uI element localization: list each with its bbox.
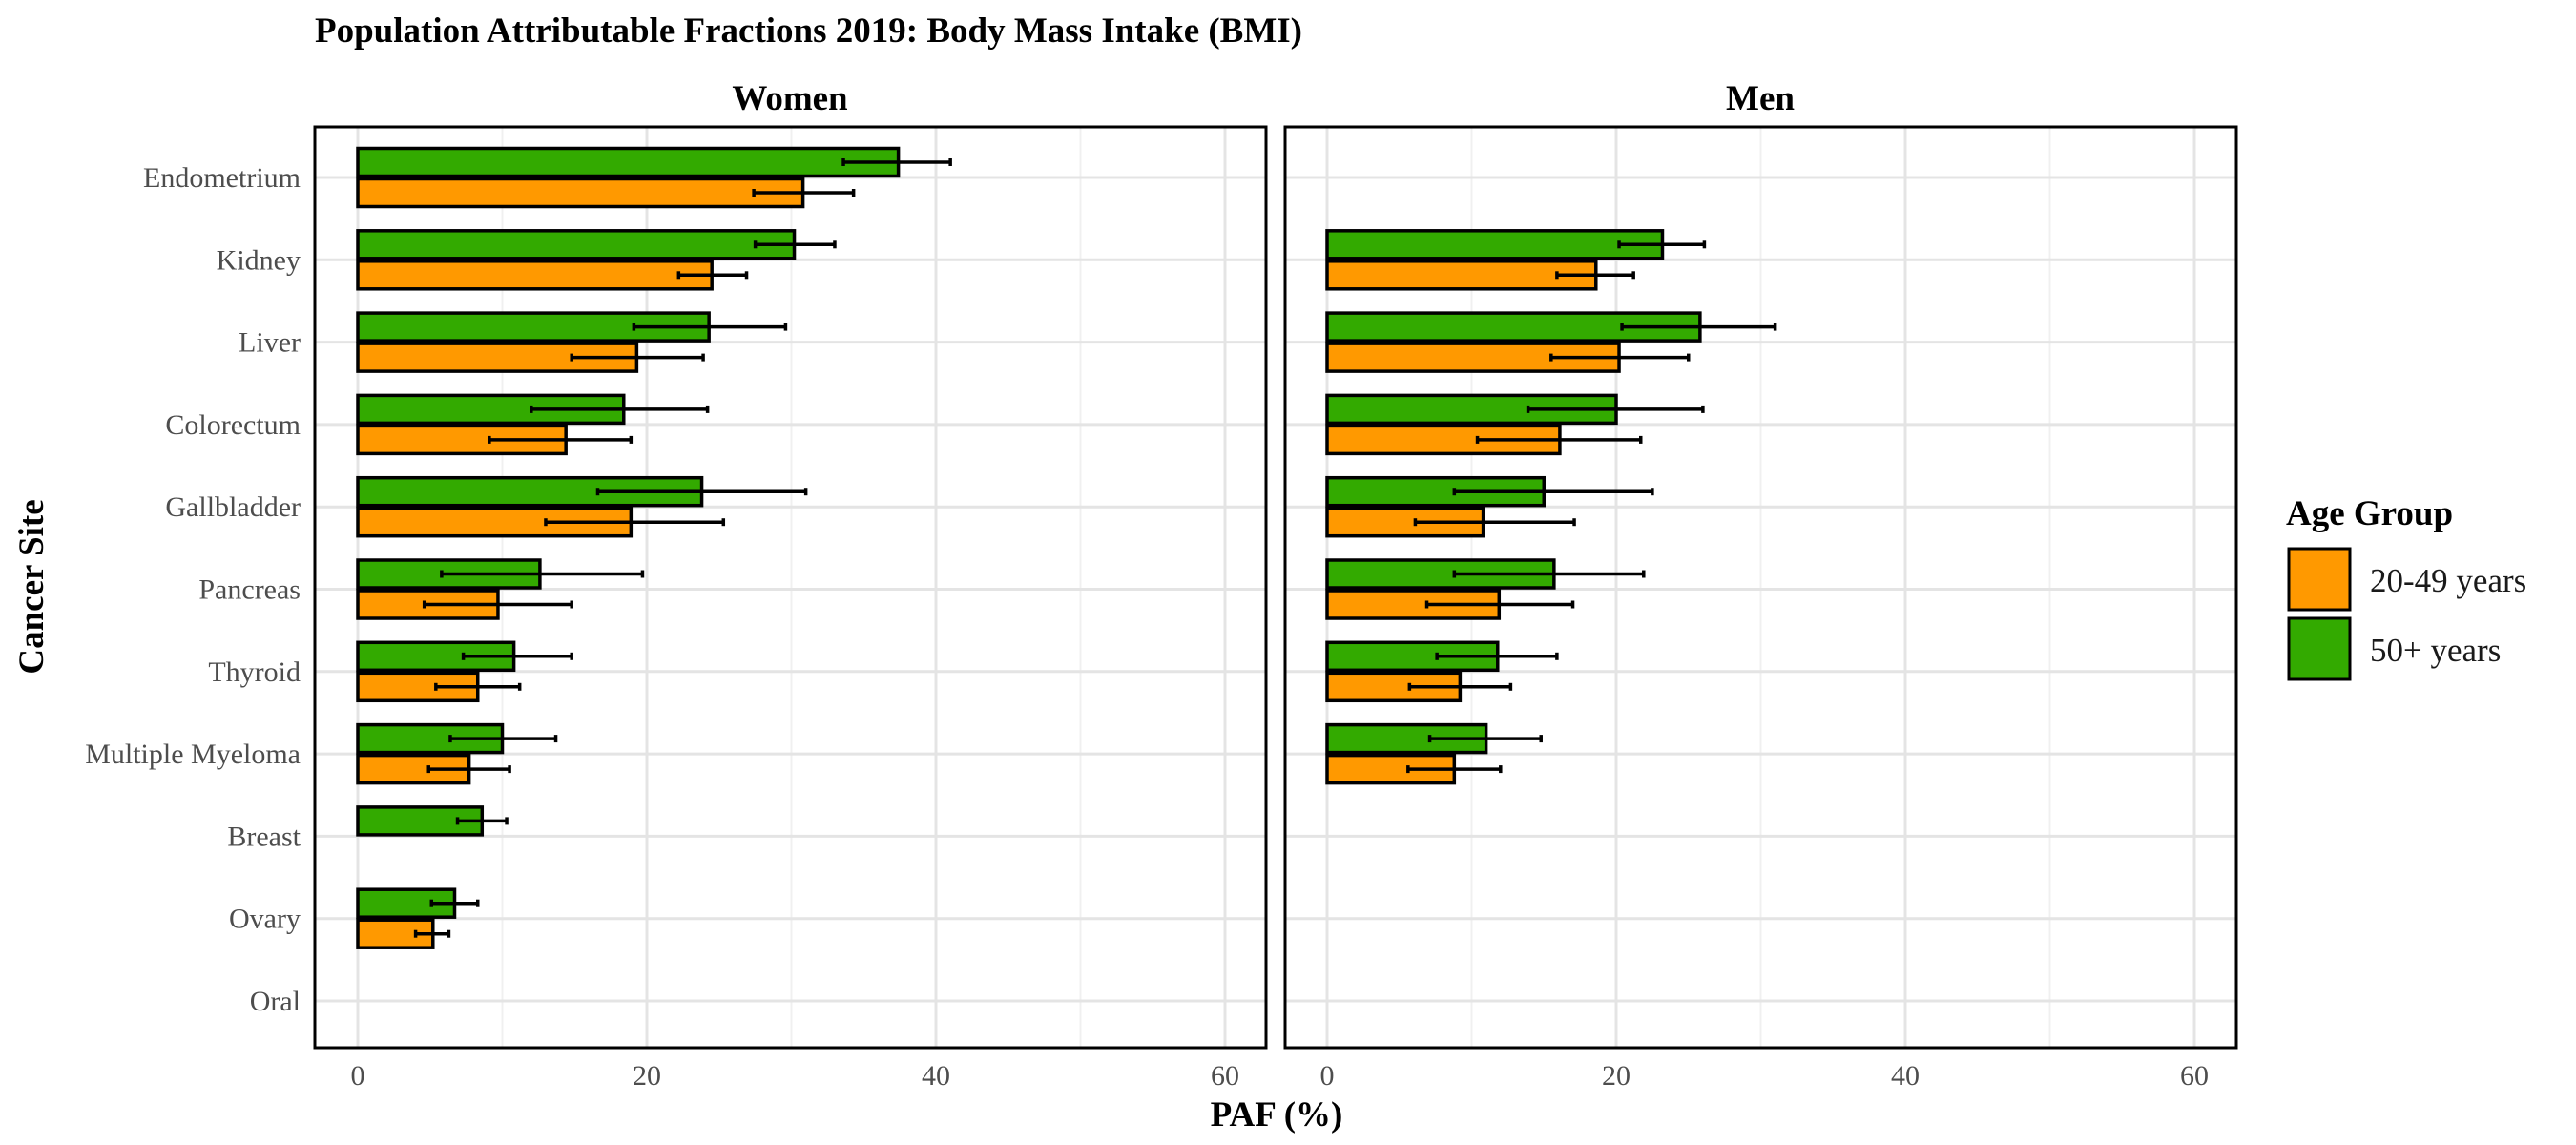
- legend-title: Age Group: [2286, 494, 2453, 533]
- error-bar-multiple-myeloma-20-49-years: [1406, 765, 1503, 774]
- x-axis-label: PAF (%): [1211, 1095, 1343, 1135]
- bar-ovary-20-49-years: [356, 918, 435, 949]
- error-bar-breast-50-years: [455, 817, 509, 825]
- x-tick-label: 40: [922, 1060, 950, 1092]
- x-tick-label: 0: [351, 1060, 365, 1092]
- strip-label-men: Men: [1726, 79, 1795, 118]
- error-bar-thyroid-50-years: [1435, 652, 1559, 660]
- x-tick-label: 20: [1602, 1060, 1631, 1092]
- error-bar-multiple-myeloma-50-years: [1427, 735, 1543, 743]
- error-bar-pancreas-50-years: [440, 570, 645, 578]
- bar-kidney-50-years: [356, 229, 797, 260]
- error-bar-gallbladder-50-years: [595, 488, 808, 496]
- error-bar-colorectum-20-49-years: [1475, 435, 1643, 444]
- bar-endometrium-20-49-years: [356, 177, 805, 209]
- y-tick-label-breast: Breast: [227, 821, 301, 852]
- error-bar-gallbladder-50-years: [1452, 488, 1654, 496]
- y-tick-label-pancreas: Pancreas: [198, 574, 301, 606]
- error-bar-liver-20-49-years: [570, 353, 705, 362]
- error-bar-colorectum-50-years: [1526, 405, 1705, 413]
- y-tick-label-ovary: Ovary: [229, 904, 301, 935]
- error-bar-pancreas-20-49-years: [1424, 600, 1575, 609]
- y-tick-label-colorectum: Colorectum: [165, 409, 301, 441]
- bar-thyroid-20-49-years: [356, 671, 480, 703]
- bar-ovary-50-years: [356, 887, 457, 919]
- y-axis-label: Cancer Site: [12, 499, 52, 674]
- error-bar-multiple-myeloma-50-years: [448, 735, 558, 743]
- error-bar-liver-50-years: [632, 323, 788, 331]
- x-tick-label: 60: [1211, 1060, 1239, 1092]
- error-bar-endometrium-50-years: [841, 158, 952, 166]
- error-bar-pancreas-20-49-years: [422, 600, 573, 609]
- y-tick-label-oral: Oral: [250, 986, 301, 1017]
- bar-kidney-20-49-years: [356, 260, 714, 291]
- error-bar-colorectum-20-49-years: [488, 435, 634, 444]
- y-tick-label-endometrium: Endometrium: [143, 162, 301, 194]
- y-tick-label-thyroid: Thyroid: [208, 656, 301, 688]
- chart-title: Population Attributable Fractions 2019: …: [315, 11, 1302, 51]
- legend-swatch-50plus: [2287, 616, 2352, 681]
- x-tick-label: 0: [1320, 1060, 1335, 1092]
- y-tick-label-multiple-myeloma: Multiple Myeloma: [85, 739, 301, 770]
- panel-border-women: [313, 125, 1268, 1050]
- panel-women: Women 0 20 40 60: [313, 79, 1268, 1092]
- error-bar-ovary-20-49-years: [413, 929, 451, 938]
- error-bar-thyroid-50-years: [461, 652, 573, 660]
- error-bar-colorectum-50-years: [530, 405, 710, 413]
- bars-women: [356, 146, 952, 949]
- y-tick-labels: Endometrium Kidney Liver Colorectum Gallblad…: [85, 162, 301, 1017]
- y-tick-label-liver: Liver: [239, 327, 301, 359]
- x-tick-label: 40: [1891, 1060, 1920, 1092]
- x-tick-label: 60: [2180, 1060, 2209, 1092]
- legend-swatch-20-49: [2287, 547, 2352, 612]
- x-tick-label: 20: [633, 1060, 661, 1092]
- legend-label-50plus: 50+ years: [2370, 632, 2501, 669]
- error-bar-pancreas-50-years: [1452, 570, 1646, 578]
- x-tick-labels-men: 0 20 40 60: [1320, 1060, 2210, 1092]
- panel-men: Men 0 20 40 60: [1283, 79, 2238, 1092]
- error-bar-multiple-myeloma-20-49-years: [426, 765, 511, 774]
- error-bar-kidney-20-49-years: [1555, 271, 1635, 280]
- error-bar-liver-20-49-years: [1549, 353, 1691, 362]
- bar-kidney-50-years: [1325, 229, 1665, 260]
- error-bar-gallbladder-20-49-years: [544, 518, 726, 527]
- y-tick-label-kidney: Kidney: [217, 244, 301, 276]
- bar-kidney-20-49-years: [1325, 260, 1598, 291]
- error-bar-kidney-50-years: [753, 240, 837, 249]
- error-bar-thyroid-20-49-years: [434, 682, 522, 691]
- error-bar-gallbladder-20-49-years: [1413, 518, 1576, 527]
- bars-men: [1325, 229, 1777, 785]
- legend-label-20-49: 20-49 years: [2370, 562, 2526, 599]
- x-tick-labels-women: 0 20 40 60: [351, 1060, 1240, 1092]
- y-tick-label-gallbladder: Gallbladder: [165, 491, 301, 523]
- bar-endometrium-50-years: [356, 146, 901, 178]
- error-bar-liver-50-years: [1620, 323, 1777, 331]
- error-bar-ovary-50-years: [429, 899, 480, 907]
- error-bar-endometrium-20-49-years: [752, 189, 856, 197]
- error-bar-kidney-50-years: [1617, 240, 1707, 249]
- strip-label-women: Women: [732, 79, 848, 118]
- panel-border-men: [1283, 125, 2238, 1050]
- error-bar-thyroid-20-49-years: [1407, 682, 1513, 691]
- error-bar-kidney-20-49-years: [676, 271, 749, 280]
- legend: Age Group 20-49 years 50+ years: [2286, 494, 2526, 681]
